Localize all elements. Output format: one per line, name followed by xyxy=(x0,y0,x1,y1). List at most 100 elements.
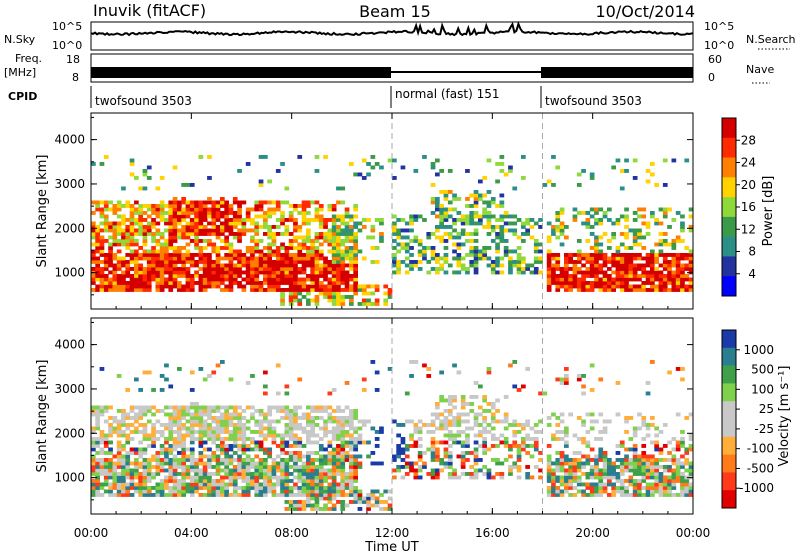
heatmap-cell xyxy=(340,430,346,434)
heatmap-cell xyxy=(284,246,290,250)
heatmap-cell xyxy=(521,384,526,389)
heatmap-cell xyxy=(473,468,479,473)
heatmap-cell xyxy=(327,496,333,501)
heatmap-cell xyxy=(314,465,320,469)
heatmap-cell xyxy=(318,218,324,222)
heatmap-cell xyxy=(516,468,522,473)
heatmap-cell xyxy=(572,277,578,282)
heatmap-cell xyxy=(185,472,191,476)
heatmap-cell xyxy=(224,274,229,278)
heatmap-cell xyxy=(503,419,509,424)
heatmap-cell xyxy=(340,298,346,303)
heatmap-cell xyxy=(228,288,234,292)
heatmap-cell xyxy=(340,433,346,438)
heatmap-cell xyxy=(168,444,174,448)
heatmap-cell xyxy=(108,416,113,420)
heatmap-cell xyxy=(297,270,303,275)
heatmap-cell xyxy=(396,228,401,233)
heatmap-cell xyxy=(301,465,307,469)
heatmap-cell xyxy=(116,493,122,497)
heatmap-cell xyxy=(198,246,204,250)
heatmap-cell xyxy=(392,232,397,236)
heatmap-cell xyxy=(275,263,281,268)
colorbar-tick-label: 25 xyxy=(759,402,774,416)
heatmap-cell xyxy=(151,277,156,282)
heatmap-cell xyxy=(564,468,569,473)
heatmap-cell xyxy=(134,284,139,289)
heatmap-cell xyxy=(589,489,595,494)
heatmap-cell xyxy=(443,461,449,466)
heatmap-cell xyxy=(91,162,96,166)
heatmap-cell xyxy=(142,426,148,431)
heatmap-cell xyxy=(314,256,320,261)
heatmap-cell xyxy=(430,412,436,417)
heatmap-cell xyxy=(267,249,272,254)
heatmap-cell xyxy=(108,451,113,455)
heatmap-cell xyxy=(632,256,638,261)
heatmap-cell xyxy=(155,461,161,466)
heatmap-cell xyxy=(164,221,169,226)
heatmap-cell xyxy=(435,412,440,417)
heatmap-cell xyxy=(331,221,337,226)
heatmap-cell xyxy=(116,458,122,462)
heatmap-cell xyxy=(632,277,638,282)
heatmap-cell xyxy=(146,437,152,441)
heatmap-cell xyxy=(675,440,681,445)
heatmap-cell xyxy=(624,267,629,271)
heatmap-cell xyxy=(258,270,264,275)
heatmap-cell xyxy=(439,398,444,403)
heatmap-cell xyxy=(516,270,522,275)
heatmap-cell xyxy=(151,204,156,208)
heatmap-cell xyxy=(671,447,677,452)
heatmap-cell xyxy=(306,451,311,455)
heatmap-cell xyxy=(284,267,290,271)
heatmap-cell xyxy=(172,437,178,441)
heatmap-cell xyxy=(654,183,659,187)
heatmap-cell xyxy=(146,486,152,490)
heatmap-cell xyxy=(155,437,161,441)
heatmap-cell xyxy=(314,486,320,490)
heatmap-cell xyxy=(495,204,500,208)
heatmap-cell xyxy=(581,423,586,427)
heatmap-cell xyxy=(228,479,234,483)
heatmap-cell xyxy=(465,221,470,226)
heatmap-cell xyxy=(684,479,690,483)
heatmap-cell xyxy=(159,444,165,448)
heatmap-cell xyxy=(688,437,694,441)
heatmap-cell xyxy=(306,461,311,466)
heatmap-cell xyxy=(172,256,178,261)
heatmap-cell xyxy=(624,207,629,212)
heatmap-cell xyxy=(99,465,105,469)
heatmap-cell xyxy=(310,423,315,427)
heatmap-cell xyxy=(641,465,647,469)
heatmap-cell xyxy=(121,475,126,480)
heatmap-cell xyxy=(521,225,526,229)
heatmap-cell xyxy=(585,211,591,215)
heatmap-cell xyxy=(327,493,333,497)
heatmap-cell xyxy=(215,228,221,233)
heatmap-cell xyxy=(452,468,457,473)
heatmap-cell xyxy=(95,405,100,410)
heatmap-cell xyxy=(340,295,346,299)
heatmap-cell xyxy=(460,444,466,448)
heatmap-cell xyxy=(297,500,303,504)
heatmap-cell xyxy=(138,211,143,215)
heatmap-cell xyxy=(310,426,315,431)
heatmap-cell xyxy=(452,433,457,438)
heatmap-cell xyxy=(155,277,161,282)
heatmap-cell xyxy=(344,246,350,250)
heatmap-cell xyxy=(443,447,449,452)
heatmap-cell xyxy=(327,270,333,275)
heatmap-cell xyxy=(301,416,307,420)
heatmap-cell xyxy=(469,239,475,243)
heatmap-cell xyxy=(189,207,195,212)
heatmap-cell xyxy=(417,430,423,434)
heatmap-cell xyxy=(215,468,221,473)
heatmap-cell xyxy=(465,437,470,441)
heatmap-cell xyxy=(198,256,204,261)
y-tick-label: 3000 xyxy=(54,382,85,396)
heatmap-cell xyxy=(624,489,629,494)
heatmap-cell xyxy=(297,377,303,382)
heatmap-cell xyxy=(624,274,629,278)
heatmap-cell xyxy=(340,461,346,466)
